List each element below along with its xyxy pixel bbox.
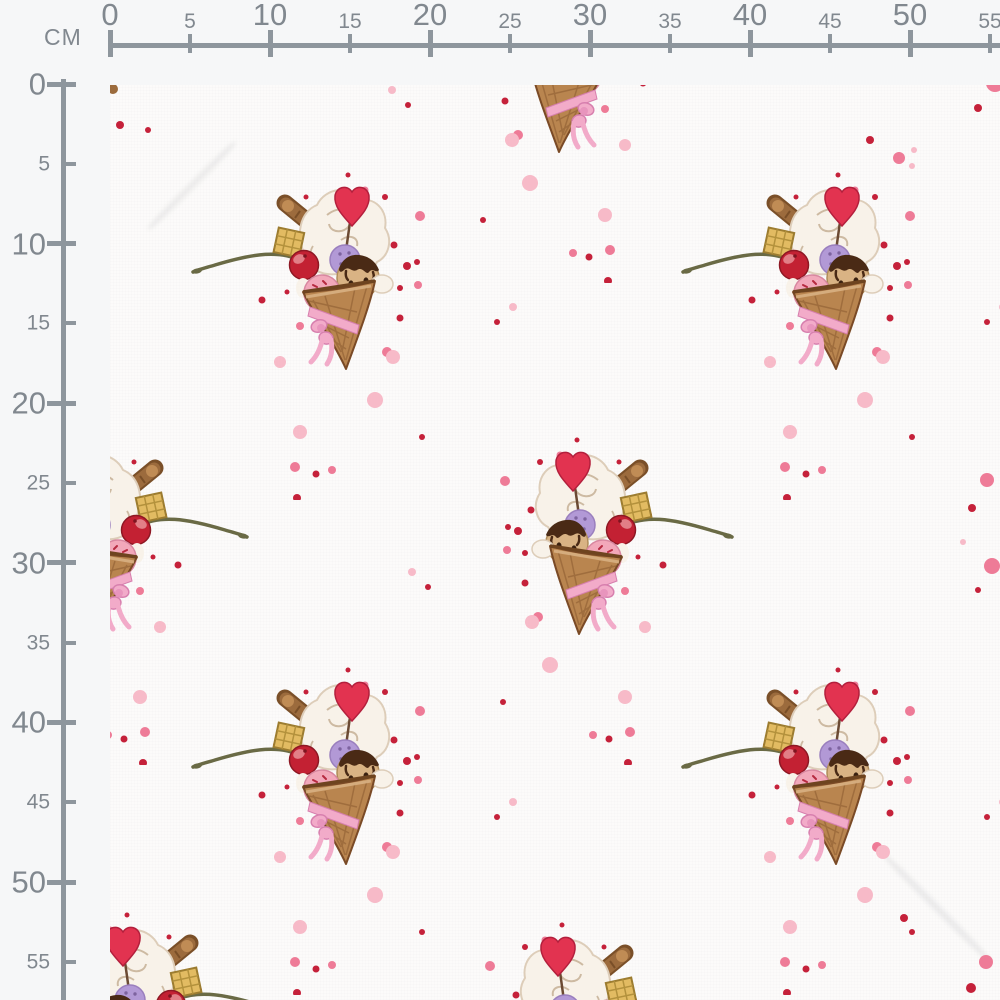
- v-ruler-tick-10: [47, 241, 76, 247]
- v-ruler-label-10: 10: [11, 226, 46, 262]
- splatter-dot: [986, 85, 1000, 92]
- splatter-dot: [966, 983, 976, 993]
- h-ruler-tick-40: [747, 30, 753, 57]
- v-ruler-tick-15: [63, 321, 76, 326]
- splatter-dot: [893, 152, 905, 164]
- ice-cream-motif-8: [365, 810, 765, 1000]
- h-ruler-label-40: 40: [732, 0, 768, 32]
- splatter-dot: [960, 539, 966, 545]
- splatter-dot: [110, 85, 118, 94]
- v-ruler-label-30: 30: [11, 545, 46, 581]
- h-ruler-tick-50: [907, 30, 913, 57]
- splatter-dot: [116, 121, 124, 129]
- v-ruler-label-35: 35: [26, 631, 50, 655]
- v-ruler-tick-45: [63, 800, 76, 805]
- h-ruler-tick-30: [587, 30, 593, 57]
- splatter-dot: [975, 587, 981, 593]
- h-ruler-tick-5: [188, 34, 192, 53]
- splatter-dot: [980, 473, 994, 487]
- v-ruler-label-5: 5: [38, 152, 50, 176]
- h-ruler-label-50: 50: [892, 0, 928, 32]
- v-ruler-tick-0: [47, 81, 76, 87]
- splatter-dot: [909, 163, 915, 169]
- v-ruler-label-15: 15: [26, 311, 50, 335]
- h-ruler-label-55: 55: [978, 10, 1000, 33]
- v-ruler-tick-30: [47, 560, 76, 566]
- v-ruler-label-45: 45: [26, 790, 50, 814]
- h-ruler-tick-55: [988, 34, 992, 53]
- splatter-dot: [866, 136, 874, 144]
- v-ruler-label-50: 50: [11, 864, 46, 900]
- v-ruler-tick-5: [63, 161, 76, 166]
- h-ruler-label-15: 15: [338, 10, 362, 33]
- v-ruler-tick-25: [63, 481, 76, 485]
- v-ruler-tick-50: [47, 879, 76, 885]
- v-ruler-label-20: 20: [11, 385, 46, 421]
- h-ruler-label-25: 25: [498, 10, 522, 33]
- h-ruler-tick-45: [828, 34, 832, 53]
- h-ruler-label-10: 10: [252, 0, 288, 32]
- h-ruler-label-0: 0: [101, 0, 119, 32]
- v-ruler-tick-40: [47, 719, 76, 725]
- splatter-dot: [974, 104, 982, 112]
- ice-cream-motif-7: [110, 800, 330, 1000]
- v-ruler-label-0: 0: [28, 66, 46, 102]
- splatter-dot: [968, 504, 976, 512]
- v-ruler-tick-35: [63, 640, 76, 645]
- horizontal-ruler-bar: [110, 43, 1000, 48]
- h-ruler-label-35: 35: [658, 10, 682, 33]
- h-ruler-tick-10: [267, 30, 273, 57]
- splatter-dot: [911, 147, 917, 153]
- ruler-unit-label: CM: [44, 24, 82, 50]
- h-ruler-label-45: 45: [818, 10, 842, 33]
- h-ruler-tick-15: [348, 34, 352, 53]
- v-ruler-label-55: 55: [26, 950, 50, 974]
- h-ruler-tick-35: [668, 34, 672, 53]
- h-ruler-label-5: 5: [184, 10, 196, 33]
- splatter-dot: [900, 914, 908, 922]
- h-ruler-label-20: 20: [412, 0, 448, 32]
- v-ruler-tick-55: [63, 959, 76, 964]
- v-ruler-label-25: 25: [26, 471, 50, 495]
- vertical-ruler-bar: [61, 79, 66, 1000]
- splatter-dot: [979, 955, 993, 969]
- v-ruler-label-40: 40: [11, 704, 46, 740]
- h-ruler-tick-20: [427, 30, 433, 57]
- fabric-canvas: [110, 85, 1000, 1000]
- splatter-dot: [145, 127, 151, 133]
- v-ruler-tick-20: [47, 400, 76, 406]
- splatter-dot: [984, 558, 1000, 574]
- h-ruler-tick-25: [508, 34, 512, 53]
- h-ruler-label-30: 30: [572, 0, 608, 32]
- h-ruler-tick-0: [107, 30, 113, 57]
